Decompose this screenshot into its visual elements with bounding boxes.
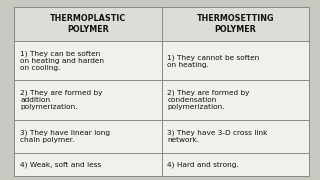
- Text: 1) They can be soften
on heating and harden
on cooling.: 1) They can be soften on heating and har…: [20, 51, 104, 71]
- Text: 3) They have linear long
chain polymer.: 3) They have linear long chain polymer.: [20, 130, 110, 143]
- Text: 3) They have 3-D cross link
network.: 3) They have 3-D cross link network.: [167, 130, 268, 143]
- Text: THERMOSETTING
POLYMER: THERMOSETTING POLYMER: [196, 14, 274, 34]
- Text: 1) They cannot be soften
on heating.: 1) They cannot be soften on heating.: [167, 54, 260, 68]
- Bar: [14, 7, 162, 41]
- Text: 2) They are formed by
condensation
polymerization.: 2) They are formed by condensation polym…: [167, 90, 250, 110]
- Bar: [162, 7, 309, 41]
- Text: 2) They are formed by
addition
polymerization.: 2) They are formed by addition polymeriz…: [20, 90, 103, 110]
- Text: 4) Weak, soft and less: 4) Weak, soft and less: [20, 161, 101, 168]
- Text: 4) Hard and strong.: 4) Hard and strong.: [167, 161, 239, 168]
- Text: THERMOPLASTIC
POLYMER: THERMOPLASTIC POLYMER: [50, 14, 126, 34]
